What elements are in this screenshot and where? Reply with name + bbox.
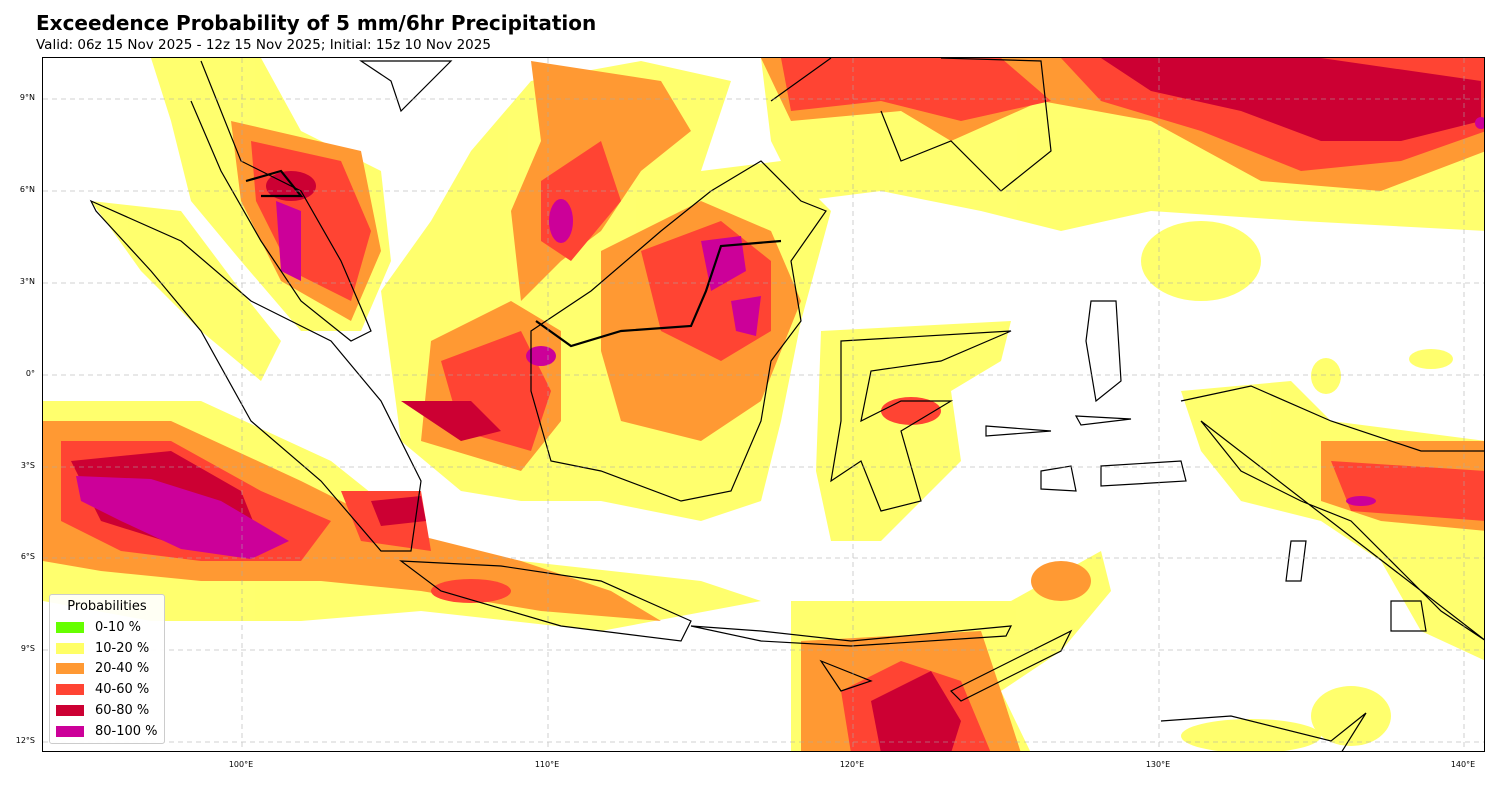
- precipitation-map: [42, 57, 1485, 752]
- legend-item: 60-80 %: [56, 700, 158, 721]
- legend-item: 80-100 %: [56, 721, 158, 742]
- legend-label: 60-80 %: [95, 703, 150, 719]
- legend-item: 0-10 %: [56, 617, 158, 638]
- lat-tick: 6°N: [19, 185, 35, 194]
- legend-label: 10-20 %: [95, 640, 150, 656]
- lon-tick: 130°E: [1145, 760, 1171, 769]
- graticule: [43, 58, 1484, 751]
- map-subtitle: Valid: 06z 15 Nov 2025 - 12z 15 Nov 2025…: [36, 37, 491, 53]
- map-canvas: [43, 58, 1484, 751]
- lon-tick: 100°E: [228, 760, 254, 769]
- lat-tick: 9°S: [20, 644, 35, 653]
- lon-tick: 140°E: [1450, 760, 1476, 769]
- legend-label: 80-100 %: [95, 723, 158, 739]
- map-title: Exceedence Probability of 5 mm/6hr Preci…: [36, 11, 597, 35]
- legend-label: 40-60 %: [95, 682, 150, 698]
- lat-tick: 3°S: [20, 461, 35, 470]
- lat-tick: 0°: [25, 369, 35, 378]
- legend-label: 0-10 %: [95, 619, 141, 635]
- legend-swatch: [56, 684, 84, 696]
- lat-tick: 3°N: [19, 277, 35, 286]
- lat-tick: 9°N: [19, 93, 35, 102]
- legend-swatch: [56, 642, 84, 654]
- legend-swatch: [56, 663, 84, 675]
- legend-swatch: [56, 705, 84, 717]
- legend-item: 20-40 %: [56, 659, 158, 680]
- coastlines: [89, 58, 1484, 751]
- lon-tick: 110°E: [534, 760, 560, 769]
- lat-tick: 12°S: [15, 736, 35, 745]
- legend-item: 40-60 %: [56, 679, 158, 700]
- legend-swatch: [56, 621, 84, 633]
- legend-swatch: [56, 725, 84, 737]
- legend-item: 10-20 %: [56, 638, 158, 659]
- legend-label: 20-40 %: [95, 661, 150, 677]
- legend-title: Probabilities: [67, 599, 147, 614]
- lat-tick: 6°S: [20, 552, 35, 561]
- lon-tick: 120°E: [839, 760, 865, 769]
- legend: Probabilities 0-10 % 10-20 % 20-40 % 40-60 …: [49, 594, 165, 744]
